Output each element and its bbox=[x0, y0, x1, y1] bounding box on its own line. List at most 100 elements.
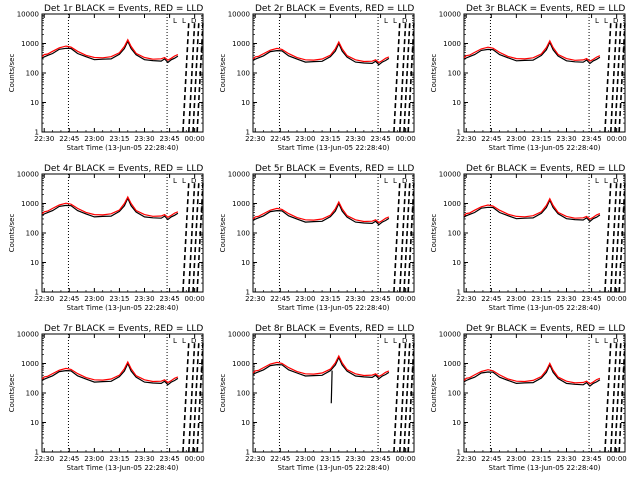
panel-title: Det 7r BLACK = Events, RED = LLD bbox=[44, 324, 203, 334]
rate-series-line bbox=[463, 198, 601, 223]
x-tick-label: 23:30 bbox=[134, 135, 154, 143]
legend-mark: D bbox=[402, 177, 407, 185]
y-axis-label: Counts/sec bbox=[430, 374, 438, 413]
attenuator-dashed-line bbox=[192, 181, 200, 293]
x-axis-label: Start Time (13-Jun-05 22:28:40) bbox=[489, 464, 601, 472]
rate-series-line bbox=[41, 195, 179, 219]
attenuator-dashed-line bbox=[407, 341, 415, 453]
x-axis-label: Start Time (13-Jun-05 22:28:40) bbox=[278, 144, 390, 152]
attenuator-dashed-line bbox=[196, 21, 204, 133]
plot-frame bbox=[252, 333, 415, 453]
legend-mark: L bbox=[393, 337, 397, 345]
legend-mark: D bbox=[402, 17, 407, 25]
y-tick-label: 10000 bbox=[17, 11, 39, 19]
legend-mark: L bbox=[173, 337, 177, 345]
attenuator-dashed-line bbox=[398, 341, 407, 453]
x-tick-label: 22:45 bbox=[270, 455, 290, 463]
y-tick-label: 10 bbox=[30, 419, 39, 427]
attenuator-dashed-line bbox=[403, 21, 411, 133]
x-tick-label: 23:45 bbox=[370, 135, 390, 143]
y-tick-label: 100 bbox=[26, 70, 39, 78]
attenuator-dashed-line bbox=[403, 181, 411, 293]
x-tick-label: 23:15 bbox=[320, 295, 340, 303]
attenuator-dashed-line bbox=[609, 181, 618, 293]
x-axis-label: Start Time (13-Jun-05 22:28:40) bbox=[489, 144, 601, 152]
y-tick-label: 100 bbox=[237, 230, 250, 238]
rate-series-line bbox=[463, 362, 601, 385]
attenuator-dashed-line bbox=[187, 21, 196, 133]
x-tick-label: 23:45 bbox=[581, 295, 601, 303]
y-tick-label: 10000 bbox=[17, 171, 39, 179]
plot-frame bbox=[463, 333, 626, 453]
rate-series-line bbox=[463, 197, 601, 220]
attenuator-dashed-line bbox=[187, 181, 196, 293]
attenuator-dashed-line bbox=[393, 341, 401, 453]
y-tick-label: 100 bbox=[448, 390, 461, 398]
legend-mark: D bbox=[191, 177, 196, 185]
y-tick-label: 100 bbox=[448, 70, 461, 78]
legend-mark: D bbox=[402, 337, 407, 345]
x-tick-label: 00:00 bbox=[607, 295, 627, 303]
panel-title: Det 2r BLACK = Events, RED = LLD bbox=[255, 4, 414, 14]
rate-series-line bbox=[463, 39, 601, 62]
x-axis-label: Start Time (13-Jun-05 22:28:40) bbox=[278, 464, 390, 472]
attenuator-dashed-line bbox=[182, 21, 190, 133]
legend-mark: L bbox=[604, 177, 608, 185]
attenuator-dashed-line bbox=[398, 181, 407, 293]
rate-series-line bbox=[252, 40, 390, 64]
y-tick-label: 10000 bbox=[228, 331, 250, 339]
x-tick-label: 23:00 bbox=[295, 455, 315, 463]
y-tick-label: 10000 bbox=[439, 331, 461, 339]
attenuator-dashed-line bbox=[609, 341, 618, 453]
x-axis-label: Start Time (13-Jun-05 22:28:40) bbox=[67, 464, 179, 472]
plot-frame bbox=[41, 173, 204, 293]
attenuator-dashed-line bbox=[182, 181, 190, 293]
legend-mark: L bbox=[173, 177, 177, 185]
plot-frame bbox=[41, 333, 204, 453]
x-tick-label: 22:30 bbox=[245, 135, 265, 143]
y-tick-label: 10 bbox=[452, 419, 461, 427]
plot-frame bbox=[463, 13, 626, 133]
x-tick-label: 23:30 bbox=[134, 455, 154, 463]
x-tick-label: 23:00 bbox=[506, 135, 526, 143]
y-tick-label: 10000 bbox=[228, 171, 250, 179]
x-tick-label: 22:45 bbox=[270, 135, 290, 143]
rate-series-line bbox=[463, 363, 601, 387]
y-tick-label: 1 bbox=[457, 129, 461, 137]
y-tick-label: 10000 bbox=[439, 171, 461, 179]
legend-mark: L bbox=[595, 337, 599, 345]
x-tick-label: 22:30 bbox=[245, 455, 265, 463]
y-tick-label: 100 bbox=[26, 230, 39, 238]
panel-title: Det 4r BLACK = Events, RED = LLD bbox=[44, 164, 203, 174]
attenuator-dashed-line bbox=[187, 341, 196, 453]
x-tick-label: 00:00 bbox=[396, 455, 416, 463]
detector-panel: Det 3r BLACK = Events, RED = LLD 1 10 100 10… bbox=[430, 4, 627, 152]
rate-series-line bbox=[41, 196, 179, 221]
x-tick-label: 00:00 bbox=[607, 455, 627, 463]
glitch-spike bbox=[330, 370, 333, 404]
detector-panel: Det 9r BLACK = Events, RED = LLD 1 10 100 10… bbox=[430, 324, 627, 472]
attenuator-dashed-line bbox=[393, 21, 401, 133]
x-tick-label: 23:00 bbox=[84, 455, 104, 463]
legend-mark: L bbox=[595, 17, 599, 25]
y-axis-label: Counts/sec bbox=[8, 214, 16, 253]
legend-mark: L bbox=[595, 177, 599, 185]
legend-mark: D bbox=[613, 17, 618, 25]
x-tick-label: 22:30 bbox=[34, 135, 54, 143]
attenuator-dashed-line bbox=[398, 21, 407, 133]
x-tick-label: 00:00 bbox=[185, 135, 205, 143]
legend-mark: L bbox=[182, 17, 186, 25]
rate-series-line bbox=[41, 360, 179, 384]
x-tick-label: 23:30 bbox=[345, 295, 365, 303]
x-tick-label: 23:00 bbox=[295, 135, 315, 143]
attenuator-dashed-line bbox=[604, 181, 612, 293]
x-tick-label: 23:45 bbox=[370, 455, 390, 463]
legend-mark: L bbox=[384, 17, 388, 25]
legend-mark: L bbox=[173, 17, 177, 25]
attenuator-dashed-line bbox=[196, 341, 204, 453]
x-tick-label: 23:00 bbox=[295, 295, 315, 303]
attenuator-dashed-line bbox=[618, 341, 626, 453]
rate-series-line bbox=[252, 354, 390, 378]
x-tick-label: 22:30 bbox=[245, 295, 265, 303]
